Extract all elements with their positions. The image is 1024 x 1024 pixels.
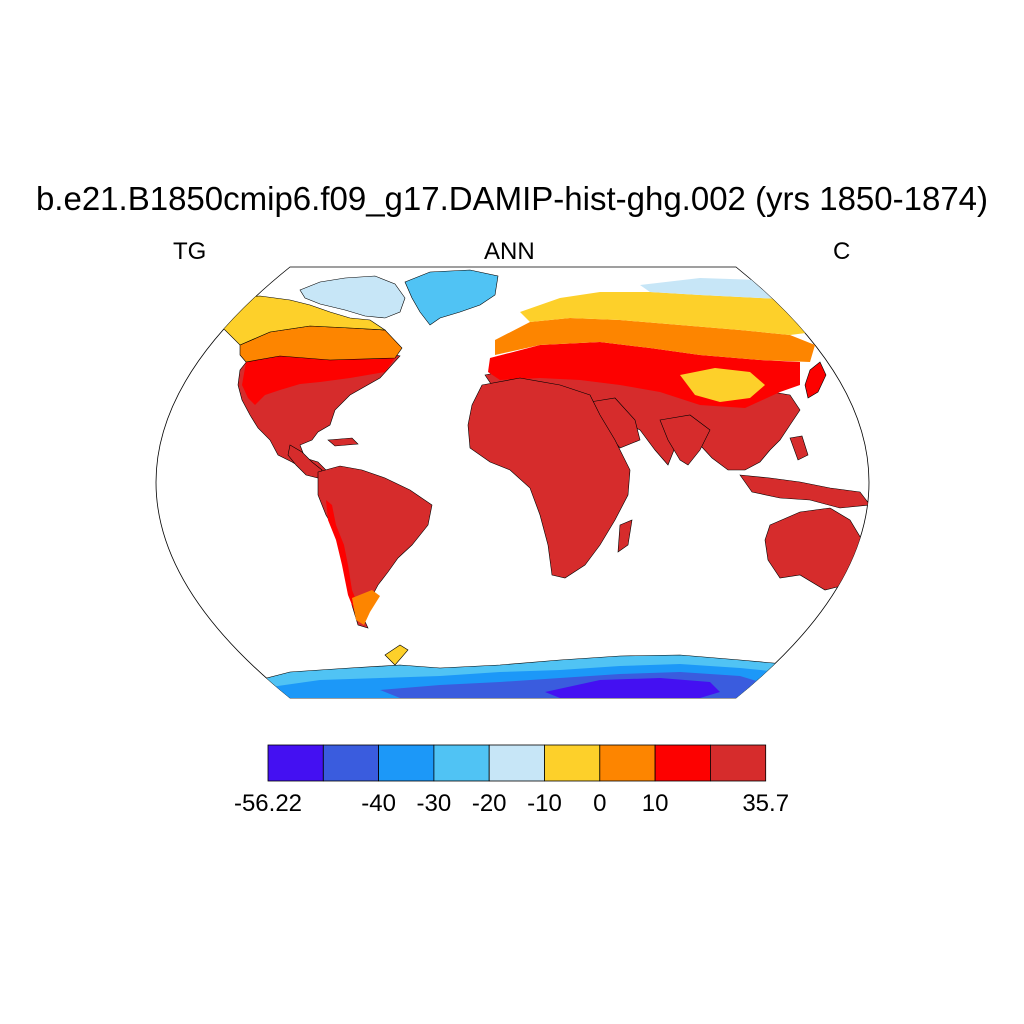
africa: [467, 377, 631, 579]
caribbean-islands: [327, 437, 359, 447]
colorbar-swatch: [322, 744, 379, 782]
map-title: b.e21.B1850cmip6.f09_g17.DAMIP-hist-ghg.…: [35, 180, 989, 217]
colorbar-swatch: [599, 744, 656, 782]
madagascar: [617, 519, 633, 553]
canadian-arctic-islands: [299, 275, 406, 319]
season-label: ANN: [484, 238, 535, 265]
south-america-tip: [352, 590, 380, 625]
antarctica-core: [545, 678, 720, 698]
north-america-red: [242, 356, 395, 405]
tibetan-plateau: [680, 368, 765, 402]
colorbar-tick-label: 35.7: [742, 790, 789, 817]
colorbar-tick-label: -10: [527, 790, 562, 817]
variable-label: TG: [173, 238, 207, 265]
antarctic-peninsula: [384, 644, 409, 666]
india: [659, 414, 711, 466]
eurasia-yellow-band: [520, 292, 840, 335]
south-america-andes: [326, 500, 360, 615]
indonesia: [739, 474, 869, 509]
colorbar-swatch: [378, 744, 435, 782]
colorbar-swatch: [488, 744, 545, 782]
japan: [804, 361, 827, 399]
colorbar-swatch: [267, 744, 324, 782]
eurasia-orange-band: [495, 318, 815, 362]
colorbar-tick-label: -20: [472, 790, 507, 817]
colorbar-tick-label: -40: [361, 790, 396, 817]
colorbar-swatch: [544, 744, 601, 782]
greenland: [404, 269, 499, 326]
colorbar-tick-label: 10: [642, 790, 669, 817]
colorbar-tick-label: 0: [593, 790, 606, 817]
units-label: C: [833, 238, 851, 265]
colorbar-tick-label: -56.22: [234, 790, 302, 817]
philippines: [789, 435, 809, 461]
colorbar-tick-label: -30: [417, 790, 452, 817]
colorbar-swatch: [710, 744, 767, 782]
colorbar-swatch: [433, 744, 490, 782]
colorbar-swatch: [654, 744, 711, 782]
